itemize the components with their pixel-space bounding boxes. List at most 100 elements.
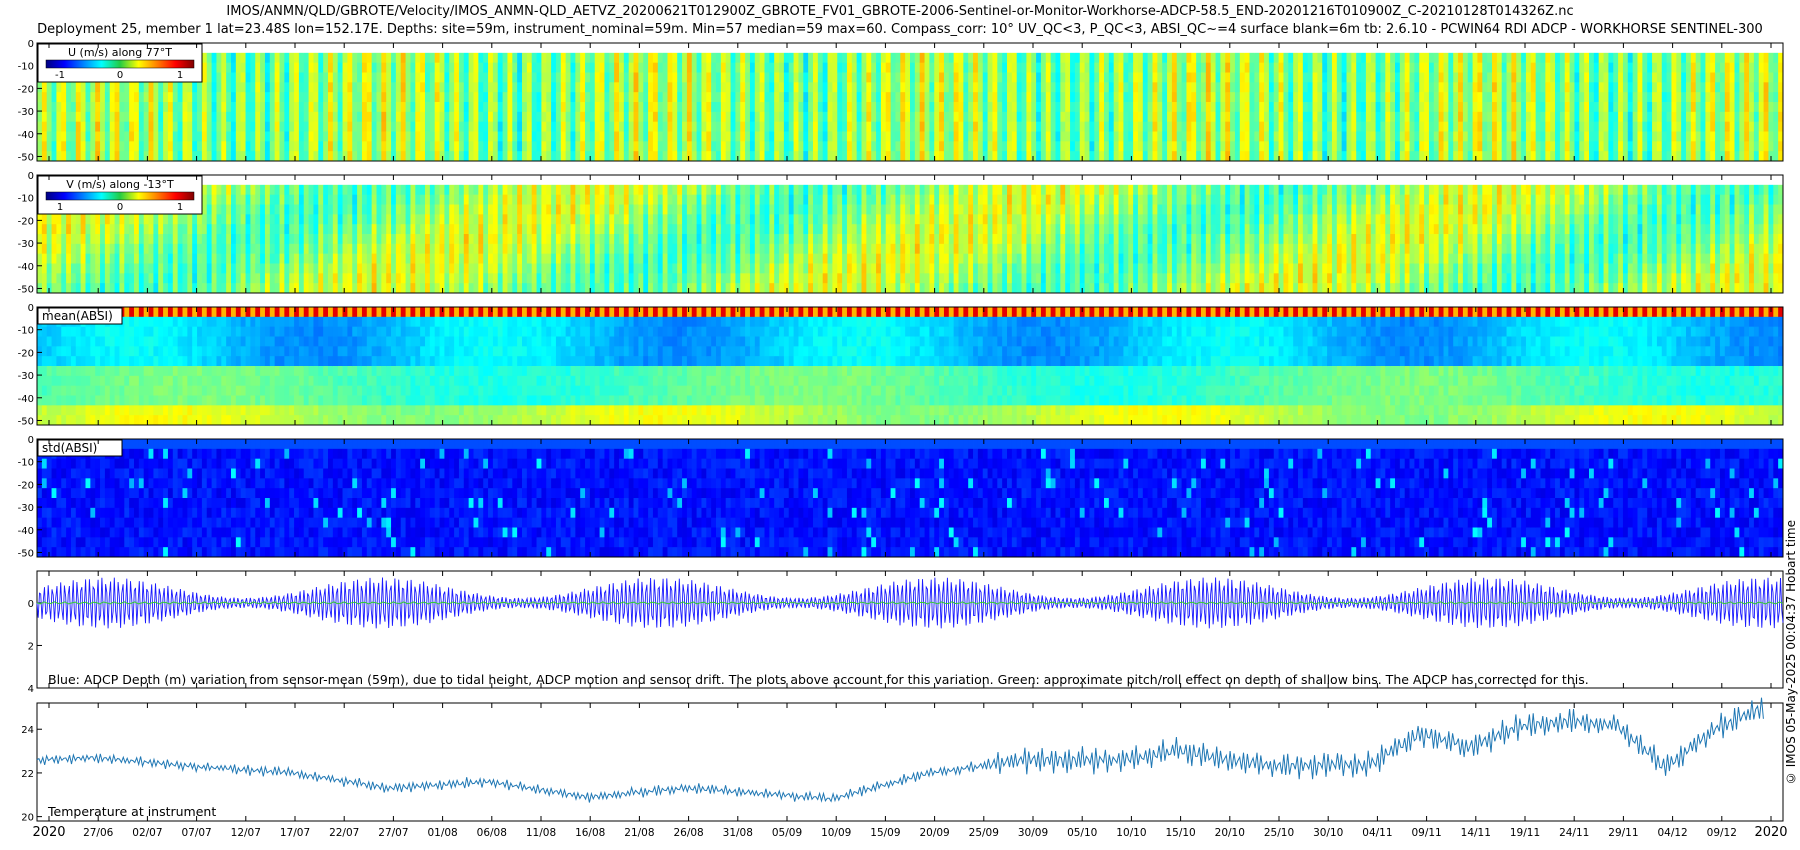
heatmap-cell [1744,141,1750,152]
heatmap-cell [1656,102,1663,113]
heatmap-cell [206,184,212,196]
heatmap-cell [1317,62,1323,73]
heatmap-cell [1632,141,1638,152]
heatmap-cell [730,82,736,93]
heatmap-cell [1768,102,1774,113]
heatmap-cell [1535,102,1541,113]
heatmap-cell [730,102,736,113]
heatmap-cell [1399,72,1406,83]
heatmap-cell [1157,92,1163,103]
heatmap-cell [1137,43,1144,54]
y-tick-label: -40 [18,130,34,141]
heatmap-cell [575,52,581,64]
heatmap-cell [1768,141,1774,152]
heatmap-cell [769,151,775,162]
heatmap-cell [274,263,280,274]
heatmap-cell [846,151,853,162]
heatmap-cell [662,131,668,142]
heatmap-cell [264,92,271,103]
heatmap-cell [134,234,140,245]
heatmap-cell [1666,72,1672,83]
heatmap-cell [395,141,402,152]
heatmap-cell [1118,62,1124,73]
heatmap-cell [788,62,794,73]
heatmap-cell [46,273,52,284]
heatmap-cell [75,273,82,284]
heatmap-cell [1273,52,1279,64]
heatmap-cell [730,62,736,73]
heatmap-cell [1123,141,1129,152]
heatmap-cell [1167,121,1173,132]
heatmap-cell [1201,151,1207,162]
heatmap-cell [454,131,460,142]
heatmap-cell [1302,92,1309,103]
heatmap-cell [1710,111,1716,123]
heatmap-cell [526,141,533,152]
heatmap-cell [289,131,295,142]
heatmap-cell [1739,121,1745,132]
heatmap-cell [1414,92,1420,103]
heatmap-cell [1375,72,1381,83]
heatmap-cell [318,111,324,123]
heatmap-cell [1404,92,1410,103]
heatmap-cell [1259,121,1265,132]
heatmap-cell [585,102,591,113]
heatmap-cell [555,141,562,152]
heatmap-cell [1540,141,1546,152]
heatmap-cell [201,151,208,162]
heatmap-cell [1186,62,1192,73]
heatmap-cell [1428,131,1435,142]
heatmap-cell [381,102,387,113]
heatmap-cell [1157,72,1163,83]
heatmap-cell [1302,102,1309,113]
heatmap-cell [1351,151,1357,162]
heatmap-cell [808,121,814,132]
heatmap-cell [1089,121,1095,132]
heatmap-cell [221,52,227,64]
heatmap-cell [866,92,872,103]
heatmap-cell [982,43,988,54]
heatmap-cell [1361,82,1367,93]
heatmap-cell [1700,111,1706,123]
heatmap-cell [264,204,271,215]
heatmap-cell [720,131,727,142]
heatmap-cell [366,141,373,152]
heatmap-cell [1409,111,1415,123]
heatmap-cell [939,43,945,54]
heatmap-cell [1133,121,1139,132]
heatmap-cell [260,214,266,225]
heatmap-cell [1433,141,1440,152]
heatmap-cell [415,82,421,93]
heatmap-cell [982,52,988,64]
heatmap-cell [1496,121,1503,132]
heatmap-cell [958,82,964,93]
heatmap-cell [80,263,86,274]
heatmap-cell [1395,82,1401,93]
heatmap-cell [866,102,872,113]
heatmap-cell [1487,52,1493,64]
heatmap-cell [235,234,242,245]
heatmap-cell [458,102,465,113]
heatmap-cell [871,62,877,73]
heatmap-cell [1506,111,1512,123]
heatmap-cell [328,43,334,54]
heatmap-cell [1002,72,1008,83]
heatmap-cell [1298,92,1304,103]
heatmap-cell [992,141,998,152]
heatmap-cell [1031,52,1037,64]
heatmap-cell [779,72,785,83]
heatmap-cell [1288,111,1294,123]
heatmap-cell [1288,52,1294,64]
heatmap-cell [1026,121,1032,132]
heatmap-cell [1074,111,1081,123]
heatmap-cell [1506,151,1512,162]
heatmap-cell [46,92,52,103]
heatmap-cell [279,214,285,225]
heatmap-cell [769,121,775,132]
heatmap-cell [1157,62,1163,73]
heatmap-cell [172,234,179,245]
heatmap-cell [1564,131,1570,142]
heatmap-cell [536,141,542,152]
heatmap-cell [1128,131,1134,142]
heatmap-cell [1710,52,1716,64]
